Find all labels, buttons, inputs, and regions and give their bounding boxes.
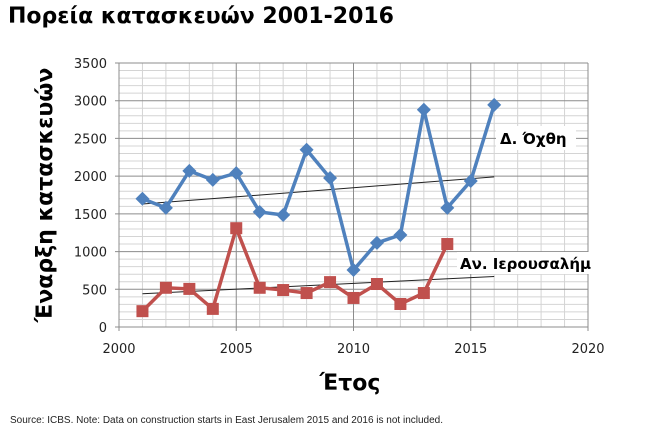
y-tick-label: 0 [99, 321, 107, 336]
x-tick-label: 2010 [337, 342, 370, 357]
data-point-diamond [463, 174, 478, 189]
y-tick-label: 1500 [74, 208, 107, 223]
y-tick-label: 500 [82, 283, 107, 298]
x-tick-label: 2000 [102, 342, 135, 357]
data-point-square [206, 302, 219, 315]
legend-bg [457, 252, 601, 274]
data-point-diamond [393, 227, 408, 242]
data-point-diamond [487, 97, 502, 112]
series-label-west-bank: Δ. Όχθη [500, 130, 567, 148]
y-tick-label: 3000 [74, 95, 107, 110]
data-point-square [277, 284, 290, 297]
data-point-diamond [135, 191, 150, 206]
data-point-square [183, 282, 196, 295]
data-point-square [441, 238, 454, 251]
x-axis-label: Έτος [319, 371, 381, 396]
trendline-1 [142, 275, 495, 295]
data-point-diamond [229, 166, 244, 181]
data-point-diamond [205, 172, 220, 187]
series-line-0 [141, 104, 496, 274]
legend-bg [496, 126, 576, 150]
data-point-diamond [323, 171, 338, 186]
data-point-diamond [252, 204, 267, 219]
y-tick-label: 2500 [74, 132, 107, 147]
data-point-diamond [440, 200, 455, 215]
x-tick-label: 2015 [454, 342, 487, 357]
y-tick-label: 2000 [74, 170, 107, 185]
data-point-diamond [182, 163, 197, 178]
data-point-diamond [158, 200, 173, 215]
data-point-square [417, 287, 430, 300]
data-point-diamond [369, 235, 384, 250]
data-point-square [347, 291, 360, 304]
y-axis-label: Έναρξη κατασκευών [33, 68, 58, 324]
series-label-east-jerusalem: Αν. Ιερουσαλήμ [460, 255, 591, 273]
data-point-square [324, 276, 337, 289]
data-point-square [370, 278, 383, 291]
data-point-square [300, 287, 313, 300]
x-tick-label: 2005 [220, 342, 253, 357]
data-point-diamond [299, 142, 314, 157]
data-point-diamond [346, 263, 361, 278]
data-point-diamond [276, 207, 291, 222]
source-note: Source: ICBS. Note: Data on construction… [10, 415, 444, 426]
data-point-square [394, 297, 407, 310]
data-point-square [159, 281, 172, 294]
trendline-0 [142, 176, 495, 205]
data-point-square [253, 281, 266, 294]
y-tick-label: 1000 [74, 246, 107, 261]
y-tick-label: 3500 [74, 57, 107, 72]
data-point-square [230, 222, 243, 235]
chart-title: Πορεία κατασκευών 2001-2016 [8, 4, 394, 29]
x-tick-label: 2020 [571, 342, 604, 357]
data-point-square [136, 305, 149, 318]
data-point-diamond [416, 102, 431, 117]
